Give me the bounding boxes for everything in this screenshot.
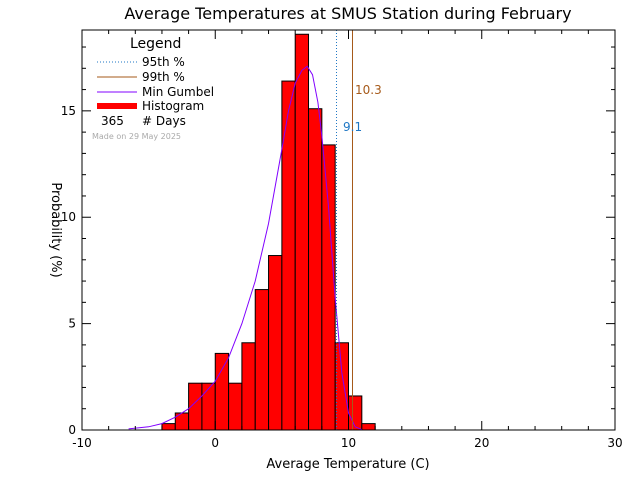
legend-days-label: # Days [142, 114, 186, 128]
gumbel-curve-layer [128, 65, 362, 431]
legend: Legend 95th % 99th % Min Gumbel Histogra… [97, 36, 214, 128]
p95-value-label: 9.1 [343, 120, 362, 134]
histogram-bars [161, 33, 376, 431]
x-tick-label: 20 [474, 436, 489, 450]
histogram-bar [161, 423, 176, 431]
histogram-bar [268, 255, 283, 431]
histogram-bar [214, 352, 230, 431]
x-tick-label: 30 [607, 436, 622, 450]
p99-value-label: 10.3 [355, 83, 382, 97]
legend-label-gumbel: Min Gumbel [142, 85, 214, 99]
histogram-bar [228, 382, 243, 431]
histogram-bar [348, 395, 363, 431]
histogram-bar [294, 33, 310, 431]
legend-label-95th: 95th % [142, 55, 185, 69]
legend-title: Legend [130, 36, 181, 52]
x-tick-label: -10 [72, 436, 92, 450]
histogram-bar [281, 80, 296, 431]
histogram-bar [308, 108, 323, 431]
legend-label-99th: 99th % [142, 70, 185, 84]
y-axis-ticks: 0 5 10 15 [61, 46, 615, 437]
legend-days-count: 365 [101, 114, 124, 128]
histogram-bar [321, 144, 336, 431]
histogram-bar [201, 382, 216, 431]
percentile-lines [336, 30, 353, 430]
y-axis-label: Probability (%) [48, 182, 63, 277]
histogram-bar [254, 289, 270, 431]
x-axis-ticks: -10 0 10 20 30 [72, 30, 623, 450]
y-tick-label: 5 [68, 317, 76, 331]
x-tick-label: 10 [341, 436, 356, 450]
x-axis-label: Average Temperature (C) [266, 457, 429, 472]
y-tick-label: 0 [68, 423, 76, 437]
histogram-bar [361, 423, 376, 431]
legend-label-histogram: Histogram [142, 99, 204, 113]
x-tick-label: 0 [211, 436, 219, 450]
y-tick-label: 15 [61, 104, 76, 118]
made-on-note: Made on 29 May 2025 [92, 132, 181, 141]
histogram-bar [334, 342, 349, 431]
histogram-bar [241, 342, 256, 431]
gumbel-curve [128, 65, 362, 431]
chart-title: Average Temperatures at SMUS Station dur… [124, 4, 571, 23]
y-tick-label: 10 [61, 210, 76, 224]
